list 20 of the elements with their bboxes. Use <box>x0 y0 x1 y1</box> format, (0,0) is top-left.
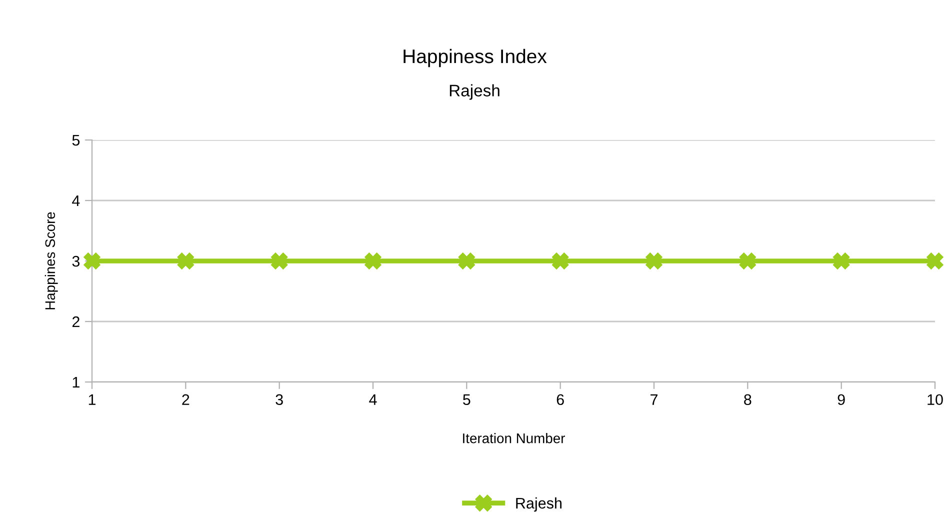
x-tick-label: 4 <box>369 394 377 405</box>
x-tick-label: 7 <box>650 394 658 405</box>
y-tick-label: 2 <box>72 316 80 328</box>
y-tick-label: 4 <box>72 196 80 206</box>
chart-title: Happiness Index <box>404 48 547 68</box>
y-tick-label: 5 <box>72 135 80 146</box>
x-tick-label: 9 <box>838 394 845 406</box>
x-tick-label: 6 <box>556 394 564 406</box>
x-tick-label: 10 <box>928 394 943 406</box>
x-tick-label: 5 <box>463 394 470 406</box>
x-tick-label: 8 <box>744 394 752 406</box>
x-tick-label: 2 <box>182 394 190 405</box>
legend-label: Rajesh <box>516 497 562 512</box>
y-tick-label: 1 <box>72 377 80 388</box>
x-axis-title: Iteration Number <box>463 433 565 444</box>
x-tick-label: 1 <box>88 394 96 405</box>
x-tick-label: 3 <box>276 394 283 406</box>
y-tick-label: 3 <box>72 256 80 267</box>
chart-subtitle: Rajesh <box>450 84 500 100</box>
y-axis-title: Happines Score <box>44 212 58 310</box>
